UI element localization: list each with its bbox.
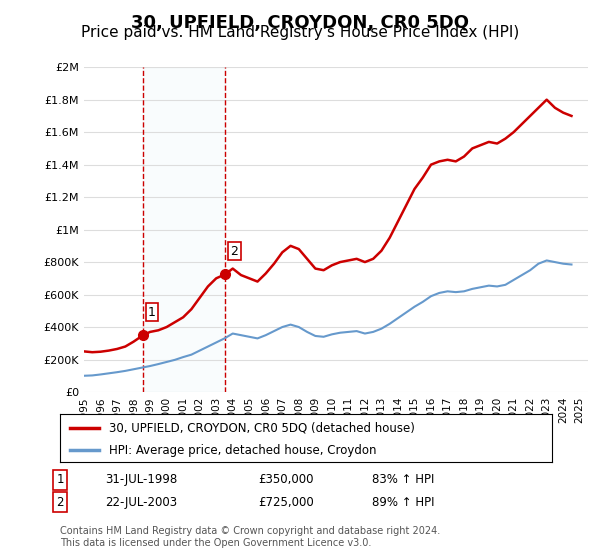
Text: £725,000: £725,000 bbox=[258, 496, 314, 508]
Text: £350,000: £350,000 bbox=[258, 473, 314, 486]
Text: 1: 1 bbox=[56, 473, 64, 486]
Text: 30, UPFIELD, CROYDON, CR0 5DQ (detached house): 30, UPFIELD, CROYDON, CR0 5DQ (detached … bbox=[109, 421, 415, 434]
Text: 2: 2 bbox=[56, 496, 64, 508]
Text: Price paid vs. HM Land Registry's House Price Index (HPI): Price paid vs. HM Land Registry's House … bbox=[81, 25, 519, 40]
Text: Contains HM Land Registry data © Crown copyright and database right 2024.
This d: Contains HM Land Registry data © Crown c… bbox=[60, 526, 440, 548]
Text: 30, UPFIELD, CROYDON, CR0 5DQ: 30, UPFIELD, CROYDON, CR0 5DQ bbox=[131, 14, 469, 32]
Text: HPI: Average price, detached house, Croydon: HPI: Average price, detached house, Croy… bbox=[109, 444, 377, 456]
Text: 31-JUL-1998: 31-JUL-1998 bbox=[105, 473, 177, 486]
Text: 22-JUL-2003: 22-JUL-2003 bbox=[105, 496, 177, 508]
Text: 89% ↑ HPI: 89% ↑ HPI bbox=[372, 496, 434, 508]
Text: 83% ↑ HPI: 83% ↑ HPI bbox=[372, 473, 434, 486]
Text: 1: 1 bbox=[148, 306, 156, 319]
Text: 2: 2 bbox=[230, 245, 238, 258]
Bar bbox=[143, 67, 225, 392]
